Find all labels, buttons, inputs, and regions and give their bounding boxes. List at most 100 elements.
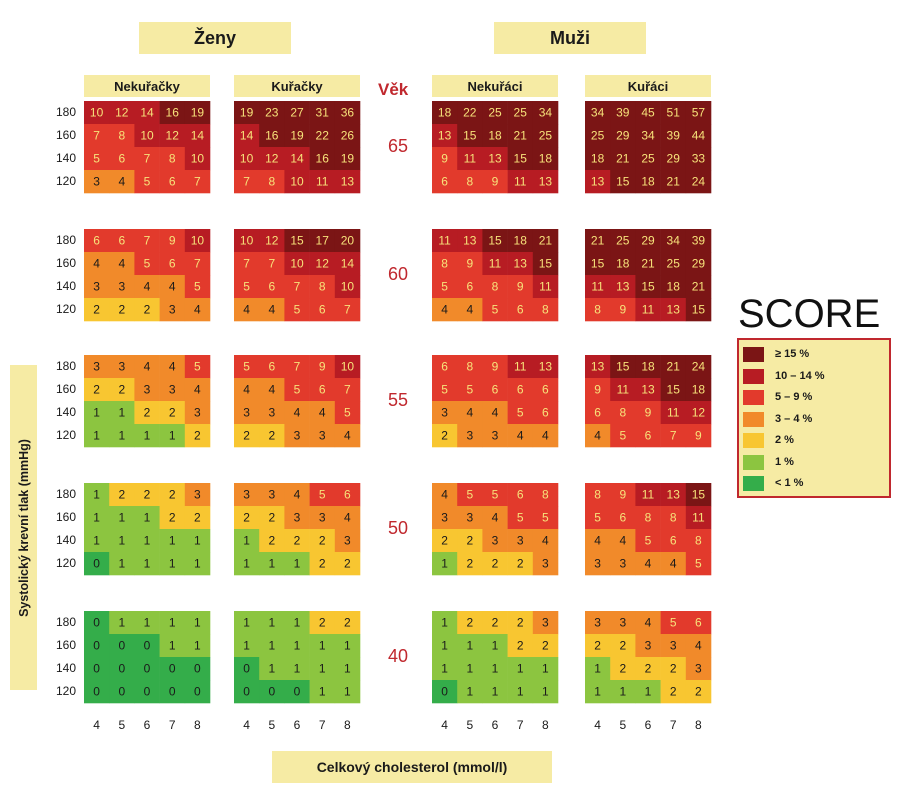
cell-value-label: 39 <box>692 234 706 248</box>
cell-value-label: 9 <box>594 383 601 397</box>
cell-value-label: 1 <box>194 639 201 653</box>
cell-value-label: 10 <box>90 106 104 120</box>
cell-value-label: 10 <box>191 234 205 248</box>
heatmap-cell <box>284 170 310 194</box>
cell-value-label: 2 <box>319 616 326 630</box>
cell-value-label: 3 <box>695 662 702 676</box>
cell-value-label: 5 <box>619 429 626 443</box>
cell-value-label: 4 <box>194 383 201 397</box>
cell-value-label: 1 <box>542 662 549 676</box>
heatmap-cell <box>134 483 160 507</box>
legend-item: 5 – 9 % <box>743 389 888 406</box>
age-label: 50 <box>387 518 409 538</box>
cell-value-label: 18 <box>438 106 452 120</box>
heatmap-cell <box>635 298 661 322</box>
cell-value-label: 3 <box>294 511 301 525</box>
heatmap-cell <box>334 657 361 681</box>
heatmap-cell <box>109 424 135 448</box>
cell-value-label: 13 <box>591 360 605 374</box>
cell-value-label: 8 <box>441 257 448 271</box>
heatmap-cell <box>685 424 712 448</box>
heatmap-cell <box>84 252 110 276</box>
heatmap-cell <box>334 170 361 194</box>
heatmap-cell <box>309 424 336 448</box>
heatmap-cell <box>134 611 160 635</box>
legend: ≥ 15 % 10 – 14 % 5 – 9 % 3 – 4 % 2 % 1 % < 1 % <box>737 338 891 498</box>
heatmap-cell <box>532 275 559 299</box>
cell-value-label: 7 <box>294 360 301 374</box>
heatmap-cell <box>432 634 458 658</box>
heatmap-cell <box>457 378 483 402</box>
heatmap-cell <box>159 101 186 125</box>
cell-value-label: 12 <box>115 106 129 120</box>
heatmap-cell <box>482 275 508 299</box>
heatmap-cell <box>184 552 211 576</box>
heatmap-cell <box>507 252 534 276</box>
cell-value-label: 1 <box>466 639 473 653</box>
heatmap-cell <box>635 252 661 276</box>
legend-label: 1 % <box>775 455 794 468</box>
cell-value-label: 4 <box>441 488 448 502</box>
heatmap-cell <box>635 275 661 299</box>
heatmap-cell <box>610 506 636 530</box>
heatmap-cell <box>635 355 661 379</box>
cell-value-label: 2 <box>517 639 524 653</box>
cell-value-label: 21 <box>539 234 553 248</box>
cell-value-label: 8 <box>118 129 125 143</box>
cell-value-label: 0 <box>294 685 301 699</box>
heatmap-cell <box>507 529 534 553</box>
heatmap-cell <box>532 424 559 448</box>
cell-value-label: 3 <box>319 511 326 525</box>
heatmap-cell <box>482 611 508 635</box>
cell-value-label: 1 <box>542 685 549 699</box>
cell-value-label: 8 <box>542 488 549 502</box>
cell-value-label: 34 <box>641 129 655 143</box>
heatmap-cell <box>685 252 712 276</box>
cell-value-label: 12 <box>265 234 279 248</box>
heatmap-cell <box>457 252 483 276</box>
cell-value-label: 5 <box>194 360 201 374</box>
heatmap-cell <box>184 124 211 148</box>
cell-value-label: 3 <box>517 534 524 548</box>
cell-value-label: 21 <box>616 152 630 166</box>
heatmap-cell <box>585 657 611 681</box>
x-tick-label: 8 <box>542 718 549 732</box>
cell-value-label: 21 <box>667 360 681 374</box>
cell-value-label: 45 <box>641 106 655 120</box>
cell-value-label: 4 <box>492 511 499 525</box>
cell-value-label: 1 <box>645 685 652 699</box>
cell-value-label: 3 <box>194 406 201 420</box>
heatmap-cell <box>234 424 260 448</box>
heatmap-cell <box>234 275 260 299</box>
cell-value-label: 1 <box>144 616 151 630</box>
y-tick-label: 160 <box>55 382 76 396</box>
cell-value-label: 5 <box>294 303 301 317</box>
cell-value-label: 3 <box>619 616 626 630</box>
cell-value-label: 8 <box>319 280 326 294</box>
cell-value-label: 8 <box>670 511 677 525</box>
cell-value-label: 7 <box>144 234 151 248</box>
cell-value-label: 4 <box>144 360 151 374</box>
cell-value-label: 9 <box>619 303 626 317</box>
heatmap-cell <box>532 147 559 171</box>
cell-value-label: 0 <box>118 662 125 676</box>
cell-value-label: 6 <box>93 234 100 248</box>
cell-value-label: 8 <box>645 511 652 525</box>
heatmap-cell <box>507 611 534 635</box>
heatmap-cell <box>635 229 661 253</box>
heatmap-cell <box>660 124 687 148</box>
cell-value-label: 0 <box>118 639 125 653</box>
cell-value-label: 15 <box>488 234 502 248</box>
heatmap-cell <box>660 378 687 402</box>
y-tick-label: 160 <box>55 510 76 524</box>
heatmap-cell <box>134 529 160 553</box>
cell-value-label: 3 <box>619 557 626 571</box>
cell-value-label: 34 <box>667 234 681 248</box>
cell-value-label: 6 <box>319 303 326 317</box>
cell-value-label: 5 <box>344 406 351 420</box>
cell-value-label: 9 <box>466 257 473 271</box>
cell-value-label: 15 <box>692 488 706 502</box>
cell-value-label: 19 <box>240 106 254 120</box>
cell-value-label: 1 <box>441 616 448 630</box>
cell-value-label: 1 <box>344 685 351 699</box>
